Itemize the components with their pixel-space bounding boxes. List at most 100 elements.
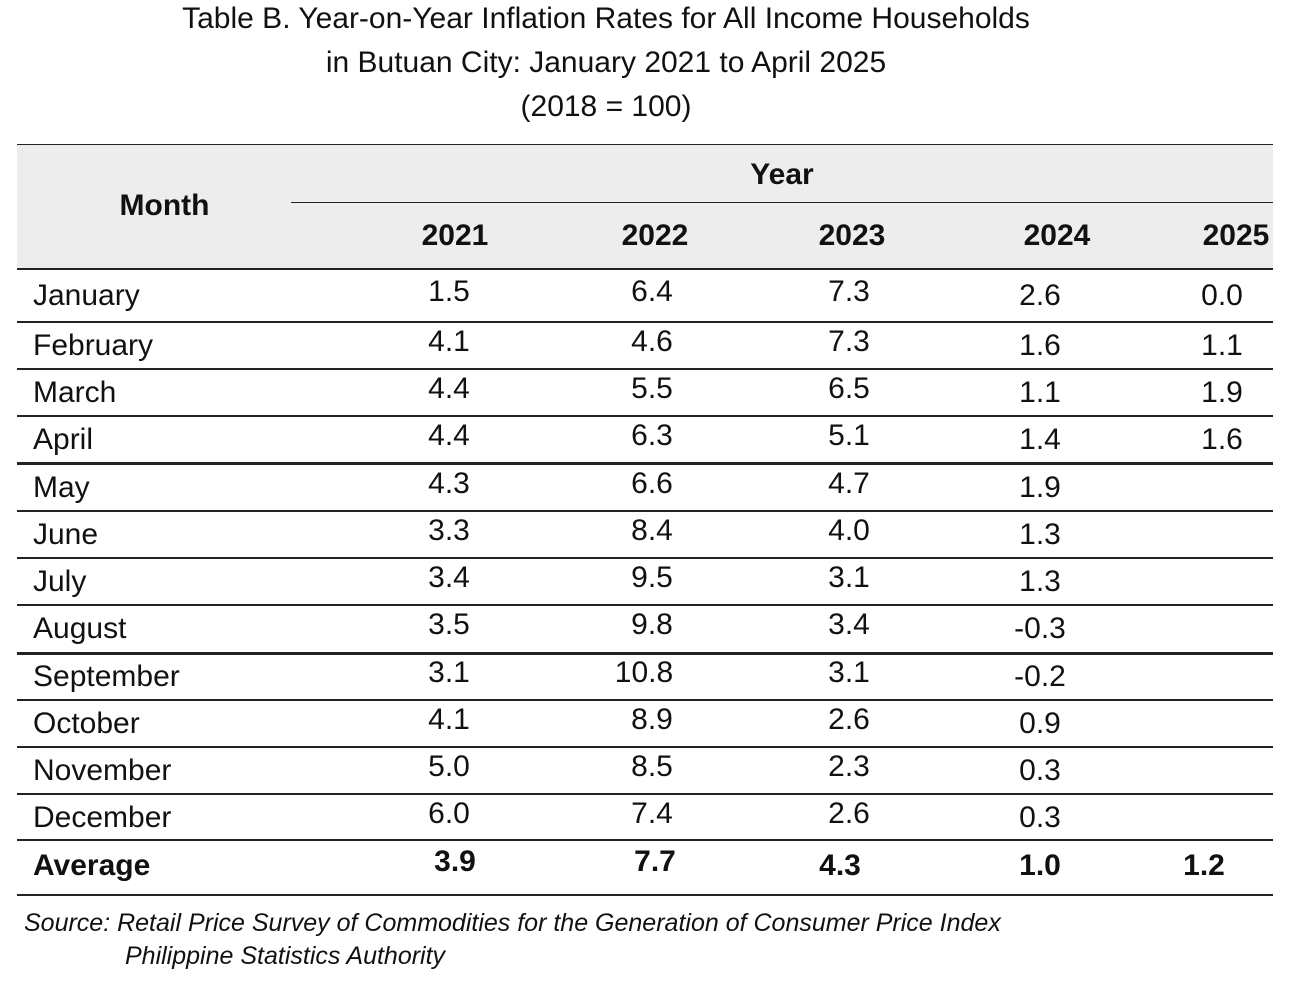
table-row: October 4.1 8.9 2.6 0.9: [17, 702, 1273, 749]
value-cell-2022: 9.8: [631, 608, 673, 641]
value-cell-2023: 7.3: [828, 325, 870, 358]
value-cell-2023: 2.6: [828, 797, 870, 830]
value-cell-2022: 9.5: [631, 561, 673, 594]
average-cell-2024: 1.0: [1019, 849, 1061, 882]
year-header-2021: 2021: [421, 219, 489, 252]
value-cell-2023: 6.5: [828, 372, 870, 405]
average-cell-2023: 4.3: [819, 849, 861, 882]
table-row: May 4.3 6.6 4.7 1.9: [17, 466, 1273, 513]
table-title-line-1: Table B. Year-on-Year Inflation Rates fo…: [182, 2, 1030, 35]
table-row: January 1.5 6.4 7.3 2.6 0.0: [17, 274, 1273, 321]
value-cell-2024: 1.6: [1019, 329, 1061, 362]
row-rule: [17, 604, 1273, 606]
source-line-1: Source: Retail Price Survey of Commoditi…: [24, 909, 1001, 937]
value-cell-2024: 2.6: [1019, 279, 1061, 312]
value-cell-2024: -0.2: [1014, 660, 1066, 693]
value-cell-2021: 3.1: [428, 656, 470, 689]
value-cell-2022: 6.3: [631, 419, 673, 452]
month-cell: April: [33, 423, 94, 456]
header-bottom-rule: [17, 268, 1273, 270]
value-cell-2022: 8.9: [631, 703, 673, 736]
month-cell: March: [33, 376, 117, 409]
average-label: Average: [33, 849, 151, 882]
row-rule: [17, 699, 1273, 701]
row-rule: [17, 368, 1273, 370]
month-cell: September: [33, 660, 180, 693]
value-cell-2021: 4.1: [428, 325, 470, 358]
top-rule: [17, 144, 1273, 145]
value-cell-2021: 3.4: [428, 561, 470, 594]
table-row: February 4.1 4.6 7.3 1.6 1.1: [17, 324, 1273, 371]
row-rule: [17, 321, 1273, 323]
average-cell-2025: 1.2: [1183, 849, 1225, 882]
value-cell-2025: 1.9: [1201, 376, 1243, 409]
value-cell-2022: 8.5: [631, 750, 673, 783]
value-cell-2023: 3.1: [828, 656, 870, 689]
value-cell-2025: 0.0: [1201, 279, 1243, 312]
table-row: July 3.4 9.5 3.1 1.3: [17, 560, 1273, 607]
average-top-rule: [17, 839, 1273, 841]
value-cell-2023: 4.7: [828, 467, 870, 500]
value-cell-2023: 5.1: [828, 419, 870, 452]
value-cell-2023: 2.6: [828, 703, 870, 736]
value-cell-2023: 3.1: [828, 561, 870, 594]
value-cell-2022: 10.8: [614, 656, 674, 689]
average-cell-2022: 7.7: [634, 845, 676, 878]
value-cell-2021: 4.4: [428, 419, 470, 452]
month-cell: January: [33, 279, 140, 312]
table-title-line-2: in Butuan City: January 2021 to April 20…: [325, 46, 887, 79]
year-header-rule: [291, 202, 1273, 203]
table-header: [17, 144, 1273, 270]
month-cell: November: [33, 754, 172, 787]
quarter-rule: [17, 652, 1273, 655]
value-cell-2021: 3.3: [428, 514, 470, 547]
value-cell-2024: 1.9: [1019, 471, 1061, 504]
average-row: Average 3.9 7.7 4.3 1.0 1.2: [17, 844, 1273, 891]
value-cell-2023: 3.4: [828, 608, 870, 641]
value-cell-2022: 6.6: [631, 467, 673, 500]
month-cell: June: [33, 518, 99, 551]
value-cell-2022: 8.4: [631, 514, 673, 547]
row-rule: [17, 510, 1273, 512]
month-column-header: Month: [119, 189, 210, 222]
value-cell-2024: -0.3: [1014, 612, 1066, 645]
value-cell-2023: 7.3: [828, 275, 870, 308]
value-cell-2024: 0.3: [1019, 801, 1061, 834]
value-cell-2025: 1.6: [1201, 423, 1243, 456]
row-rule: [17, 746, 1273, 748]
year-header-2022: 2022: [621, 219, 689, 252]
row-rule: [17, 793, 1273, 795]
value-cell-2025: 1.1: [1201, 329, 1243, 362]
table-row: August 3.5 9.8 3.4 -0.3: [17, 607, 1273, 654]
value-cell-2023: 4.0: [828, 514, 870, 547]
quarter-rule: [17, 462, 1273, 465]
value-cell-2022: 6.4: [631, 275, 673, 308]
month-cell: February: [33, 329, 154, 362]
value-cell-2024: 1.3: [1019, 518, 1061, 551]
value-cell-2022: 7.4: [631, 797, 673, 830]
year-header-2025: 2025: [1202, 219, 1270, 252]
table-row: December 6.0 7.4 2.6 0.3: [17, 796, 1273, 843]
value-cell-2021: 4.4: [428, 372, 470, 405]
month-cell: October: [33, 707, 140, 740]
average-cell-2021: 3.9: [434, 845, 476, 878]
value-cell-2021: 4.3: [428, 467, 470, 500]
year-header-2023: 2023: [818, 219, 886, 252]
value-cell-2022: 5.5: [631, 372, 673, 405]
year-group-header: Year: [750, 158, 814, 191]
source-note: Source: Retail Price Survey of Commoditi…: [24, 907, 1001, 973]
value-cell-2023: 2.3: [828, 750, 870, 783]
table-row: March 4.4 5.5 6.5 1.1 1.9: [17, 371, 1273, 418]
value-cell-2024: 1.1: [1019, 376, 1061, 409]
table-row: November 5.0 8.5 2.3 0.3: [17, 749, 1273, 796]
value-cell-2021: 5.0: [428, 750, 470, 783]
row-rule: [17, 557, 1273, 559]
value-cell-2024: 1.3: [1019, 565, 1061, 598]
value-cell-2021: 6.0: [428, 797, 470, 830]
value-cell-2022: 4.6: [631, 325, 673, 358]
table-title-base-year: (2018 = 100): [520, 90, 692, 123]
row-rule: [17, 415, 1273, 417]
value-cell-2024: 1.4: [1019, 423, 1061, 456]
month-cell: July: [33, 565, 87, 598]
month-cell: December: [33, 801, 172, 834]
